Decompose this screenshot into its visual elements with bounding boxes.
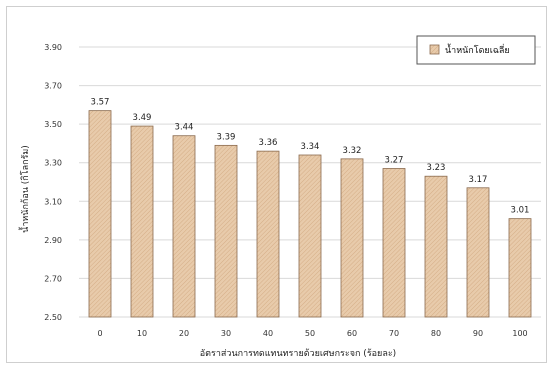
data-label: 3.44 xyxy=(175,123,194,133)
x-tick-label: 50 xyxy=(305,329,315,338)
data-label: 3.34 xyxy=(301,142,320,152)
y-tick-label: 3.90 xyxy=(44,43,62,52)
legend-label: น้ำหนักโดยเฉลี่ย xyxy=(445,43,510,56)
data-label: 3.49 xyxy=(133,113,152,123)
x-tick-label: 20 xyxy=(179,329,189,338)
y-tick-label: 3.10 xyxy=(44,197,62,206)
data-label: 3.57 xyxy=(91,98,110,108)
data-label: 3.01 xyxy=(511,206,530,216)
data-label: 3.39 xyxy=(217,132,236,142)
x-tick-label: 80 xyxy=(431,329,441,338)
legend-swatch xyxy=(429,44,440,55)
data-label: 3.23 xyxy=(427,163,446,173)
x-tick-label: 90 xyxy=(473,329,483,338)
bar-10 xyxy=(130,125,154,318)
bars xyxy=(88,110,532,318)
bar-40 xyxy=(256,150,280,318)
y-tick-label: 2.50 xyxy=(44,313,62,322)
bar-20 xyxy=(172,135,196,318)
x-tick-label: 40 xyxy=(263,329,273,338)
x-tick-label: 0 xyxy=(97,329,102,338)
y-tick-label: 3.70 xyxy=(44,82,62,91)
bar-70 xyxy=(382,168,406,318)
bar-50 xyxy=(298,154,322,318)
x-axis-title: อัตราส่วนการทดแทนทรายด้วยเศษกระจก (ร้อยล… xyxy=(200,348,396,359)
bar-60 xyxy=(340,158,364,318)
bar-80 xyxy=(424,175,448,318)
x-tick-label: 100 xyxy=(512,329,527,338)
x-tick-label: 10 xyxy=(137,329,147,338)
y-tick-label: 2.90 xyxy=(44,236,62,245)
data-label: 3.17 xyxy=(469,175,488,185)
bar-0 xyxy=(88,110,112,318)
bar-30 xyxy=(214,144,238,318)
y-tick-label: 2.70 xyxy=(44,274,62,283)
y-axis-ticks: 2.50 2.70 2.90 3.10 3.30 3.50 3.70 3.90 xyxy=(44,43,62,322)
data-label: 3.32 xyxy=(343,146,362,156)
data-labels: 3.57 3.49 3.44 3.39 3.36 3.34 3.32 3.27 3.23 3.17… xyxy=(91,98,530,216)
y-tick-label: 3.30 xyxy=(44,159,62,168)
x-tick-label: 60 xyxy=(347,329,357,338)
y-axis-title: น้ำหนักก้อน (กิโลกรัม) xyxy=(18,145,31,233)
data-label: 3.36 xyxy=(259,138,278,148)
x-tick-label: 30 xyxy=(221,329,231,338)
x-axis-ticks: 0 10 20 30 40 50 60 70 80 90 100 xyxy=(97,329,527,338)
y-tick-label: 3.50 xyxy=(44,120,62,129)
data-label: 3.27 xyxy=(385,156,404,166)
bar-90 xyxy=(466,187,490,318)
x-tick-label: 70 xyxy=(389,329,399,338)
bar-100 xyxy=(508,218,532,318)
legend: น้ำหนักโดยเฉลี่ย xyxy=(416,35,536,65)
